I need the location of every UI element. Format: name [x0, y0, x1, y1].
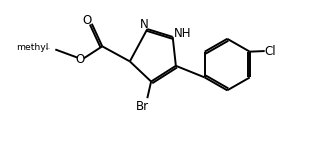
Text: NH: NH [173, 27, 191, 40]
Text: methyl: methyl [45, 47, 51, 49]
Text: Cl: Cl [264, 45, 276, 58]
Text: N: N [140, 17, 148, 31]
Text: O: O [76, 53, 85, 66]
Text: methyl: methyl [16, 43, 48, 52]
Text: O: O [83, 14, 92, 27]
Text: Br: Br [136, 100, 149, 113]
